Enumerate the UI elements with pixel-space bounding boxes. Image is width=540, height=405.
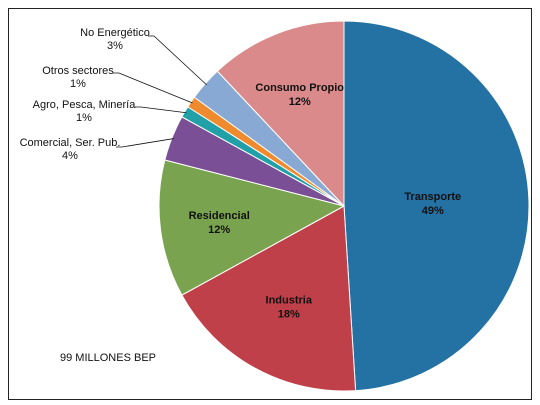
label-otros-sectores-leader-line [113, 72, 193, 104]
label-agro-pesca-miner-a-name: Agro, Pesca, Minería [33, 99, 137, 111]
label-no-energ-tico-name: No Energético [80, 27, 150, 39]
label-consumo-propio-pct: 12% [289, 96, 311, 108]
pie-slice-industria [181, 205, 357, 392]
label-agro-pesca-miner-a-pct: 1% [76, 112, 92, 124]
label-consumo-propio-name: Consumo Propio [255, 82, 344, 94]
label-comercial-ser-pub--name: Comercial, Ser. Pub. [20, 137, 121, 149]
label-no-energ-tico-pct: 3% [107, 40, 123, 52]
label-agro-pesca-miner-a-leader-line [135, 106, 187, 114]
label-transporte-name: Transporte [404, 191, 461, 203]
pie-slice-residencial [158, 159, 346, 296]
label-transporte-pct: 49% [422, 205, 444, 217]
total-label: 99 MILLONES BEP [60, 352, 156, 364]
label-residencial-pct: 12% [208, 224, 230, 236]
pie-slice-consumo-propio [216, 20, 345, 208]
label-otros-sectores-pct: 1% [70, 78, 86, 90]
label-comercial-ser-pub--pct: 4% [62, 150, 78, 162]
label-otros-sectores-name: Otros sectores [42, 65, 114, 77]
label-residencial-name: Residencial [189, 210, 250, 222]
label-industria-pct: 18% [278, 309, 300, 321]
label-comercial-ser-pub--leader-line [116, 138, 174, 148]
label-no-energ-tico-leader-line [148, 35, 207, 86]
pie-slice-transporte [343, 20, 530, 392]
label-industria-name: Industria [266, 295, 313, 307]
